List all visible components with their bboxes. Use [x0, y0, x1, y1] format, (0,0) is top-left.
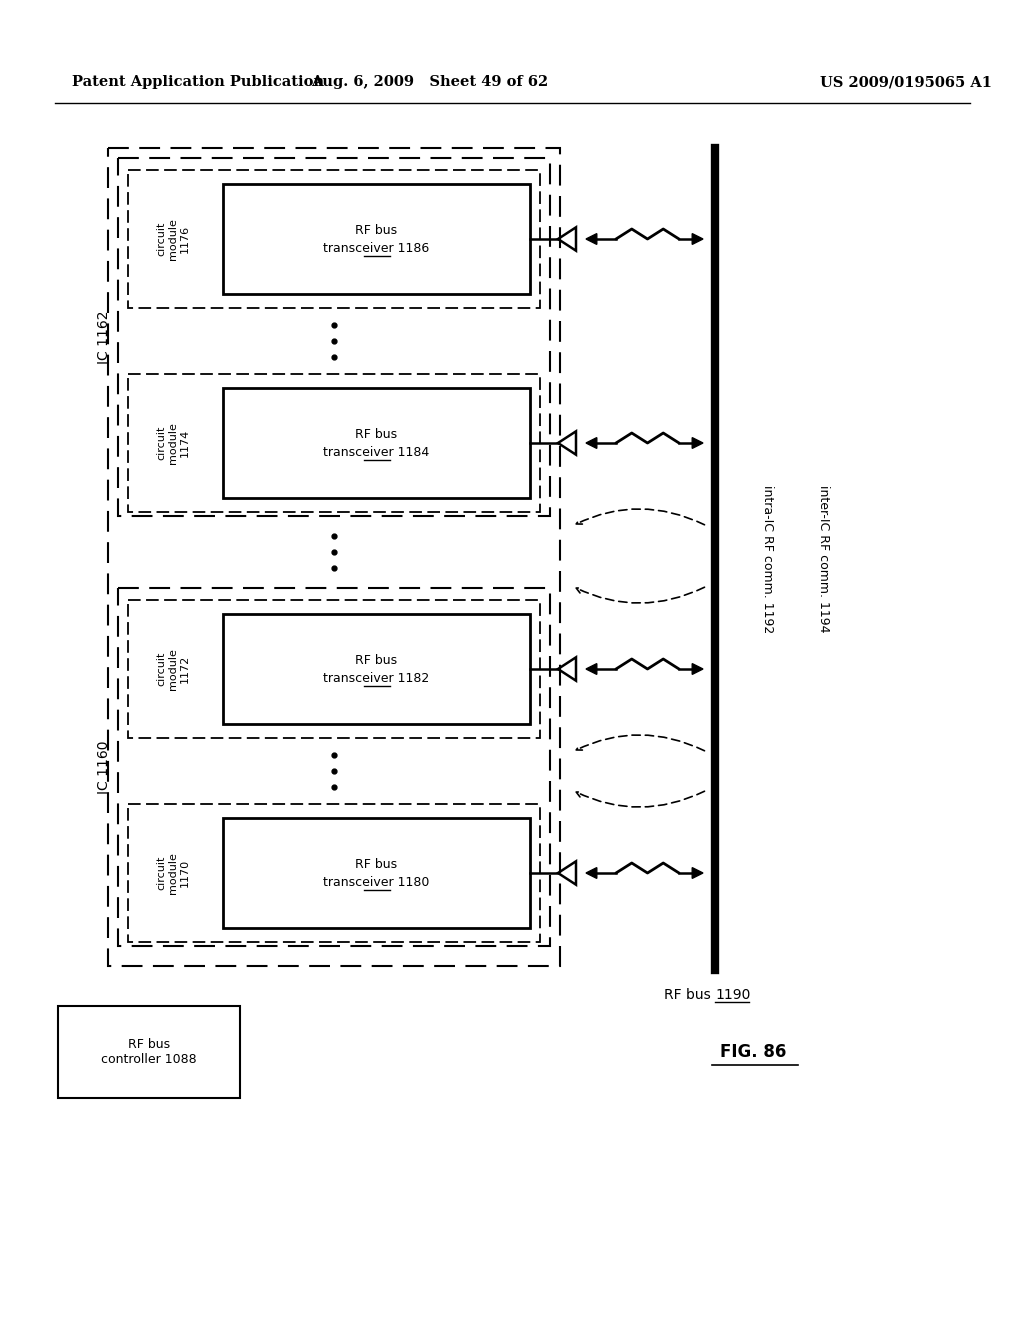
Text: RF bus
controller 1088: RF bus controller 1088: [101, 1038, 197, 1067]
Polygon shape: [692, 867, 703, 878]
Bar: [128, 804, 540, 942]
Bar: [128, 170, 540, 308]
Text: circuit
module
1174: circuit module 1174: [157, 422, 189, 463]
Text: IC 1162: IC 1162: [97, 310, 111, 364]
Bar: [58, 1006, 240, 1098]
Text: transceiver 1186: transceiver 1186: [324, 242, 429, 255]
Text: circuit
module
1176: circuit module 1176: [157, 218, 189, 260]
Text: RF bus: RF bus: [355, 223, 397, 236]
Bar: [222, 388, 530, 498]
Bar: [118, 158, 550, 516]
Text: circuit
module
1172: circuit module 1172: [157, 648, 189, 690]
Text: Patent Application Publication: Patent Application Publication: [72, 75, 324, 88]
Text: RF bus: RF bus: [355, 428, 397, 441]
Bar: [128, 374, 540, 512]
Bar: [222, 818, 530, 928]
Text: US 2009/0195065 A1: US 2009/0195065 A1: [820, 75, 992, 88]
Text: circuit
module
1170: circuit module 1170: [157, 853, 189, 894]
Text: IC 1160: IC 1160: [97, 741, 111, 793]
Text: Aug. 6, 2009   Sheet 49 of 62: Aug. 6, 2009 Sheet 49 of 62: [311, 75, 549, 88]
Bar: [108, 148, 560, 966]
Text: transceiver 1180: transceiver 1180: [324, 875, 429, 888]
Text: RF bus: RF bus: [355, 653, 397, 667]
Bar: [128, 601, 540, 738]
Bar: [222, 183, 530, 294]
Text: intra-IC RF comm. 1192: intra-IC RF comm. 1192: [761, 484, 773, 634]
Text: RF bus: RF bus: [355, 858, 397, 870]
Bar: [222, 614, 530, 725]
Text: transceiver 1184: transceiver 1184: [324, 446, 429, 458]
Bar: [118, 587, 550, 946]
Polygon shape: [586, 664, 597, 675]
Polygon shape: [586, 867, 597, 878]
Polygon shape: [692, 234, 703, 244]
Polygon shape: [692, 664, 703, 675]
Text: 1190: 1190: [715, 987, 751, 1002]
Polygon shape: [586, 438, 597, 449]
Text: RF bus: RF bus: [664, 987, 715, 1002]
Text: inter-IC RF comm. 1194: inter-IC RF comm. 1194: [816, 486, 829, 632]
Text: FIG. 86: FIG. 86: [720, 1043, 786, 1061]
Polygon shape: [692, 438, 703, 449]
Text: transceiver 1182: transceiver 1182: [324, 672, 429, 685]
Polygon shape: [586, 234, 597, 244]
